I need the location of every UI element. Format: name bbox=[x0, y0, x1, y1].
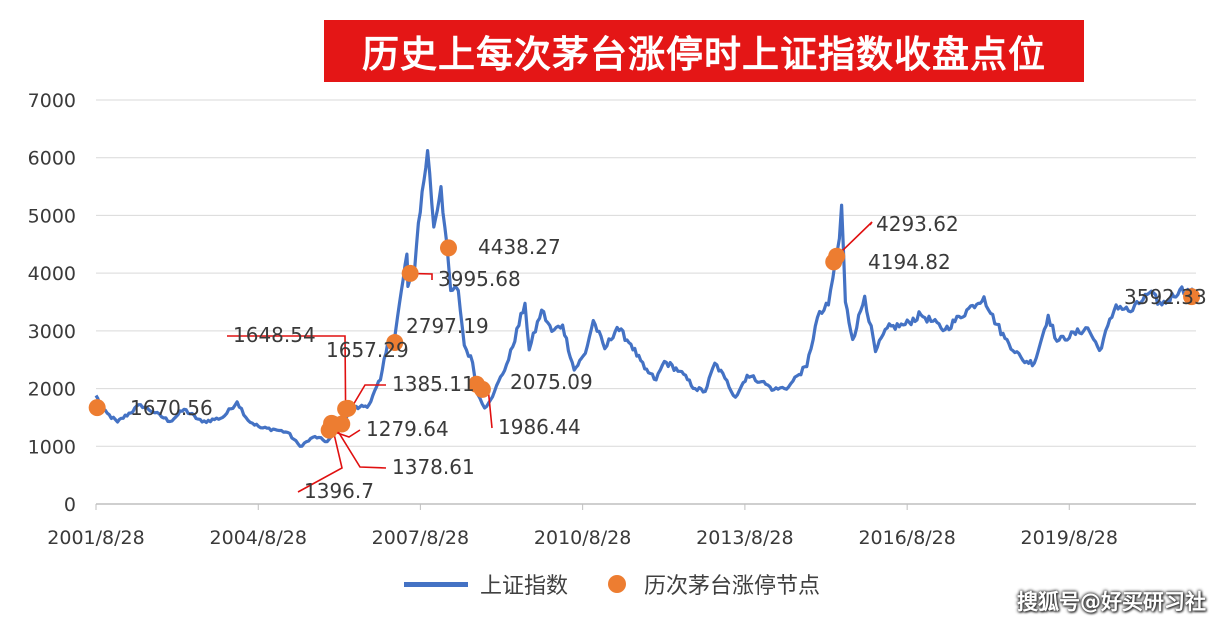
scatter-point-maotai-limit-up bbox=[88, 399, 106, 417]
x-tick-label: 2004/8/28 bbox=[210, 527, 307, 549]
watermark-text: 搜狐号@好买研习社 bbox=[1017, 590, 1206, 614]
x-tick-label: 2013/8/28 bbox=[696, 527, 793, 549]
data-label: 4438.27 bbox=[478, 235, 561, 259]
scatter-point-maotai-limit-up bbox=[828, 247, 846, 265]
data-label-leader bbox=[297, 423, 343, 493]
data-label-leader bbox=[227, 335, 347, 409]
legend-line-label: 上证指数 bbox=[480, 574, 569, 599]
data-label: 1670.56 bbox=[130, 396, 213, 420]
x-tick-label: 2016/8/28 bbox=[858, 527, 955, 549]
scatter-point-maotai-limit-up bbox=[386, 334, 404, 352]
data-label: 1986.44 bbox=[498, 415, 581, 439]
data-label: 1657.29 bbox=[326, 338, 409, 362]
scatter-point-maotai-limit-up bbox=[339, 399, 357, 417]
data-label-leader bbox=[836, 221, 873, 257]
data-label: 4293.62 bbox=[876, 212, 959, 236]
y-tick-label: 4000 bbox=[28, 263, 76, 285]
data-label: 1279.64 bbox=[366, 417, 449, 441]
legend-dot-swatch bbox=[608, 575, 627, 593]
data-label-leader bbox=[333, 424, 387, 469]
scatter-point-maotai-limit-up bbox=[333, 415, 351, 433]
data-label: 1378.61 bbox=[392, 455, 475, 479]
chart-legend: 上证指数 历次茅台涨停节点 bbox=[404, 566, 820, 602]
y-tick-label: 1000 bbox=[28, 436, 76, 458]
data-label: 1648.54 bbox=[233, 323, 316, 347]
y-tick-label: 6000 bbox=[28, 148, 76, 170]
data-label: 1396.7 bbox=[304, 479, 374, 503]
scatter-point-maotai-limit-up bbox=[1183, 288, 1201, 306]
x-tick-label: 2001/8/28 bbox=[47, 527, 144, 549]
data-label: 3995.68 bbox=[438, 267, 521, 291]
x-tick-label: 2019/8/28 bbox=[1021, 527, 1118, 549]
data-label: 4194.82 bbox=[868, 250, 951, 274]
y-tick-label: 5000 bbox=[28, 205, 76, 227]
legend-dot-label: 历次茅台涨停节点 bbox=[644, 574, 821, 599]
y-tick-label: 3000 bbox=[28, 321, 76, 343]
y-tick-label: 0 bbox=[64, 494, 76, 516]
data-label: 2797.19 bbox=[406, 314, 489, 338]
data-label: 2075.09 bbox=[510, 370, 593, 394]
scatter-point-maotai-limit-up bbox=[473, 380, 491, 398]
x-tick-label: 2007/8/28 bbox=[372, 527, 469, 549]
data-label: 3592.33 bbox=[1124, 285, 1207, 309]
scatter-point-maotai-limit-up bbox=[440, 239, 458, 257]
chart-title: 历史上每次茅台涨停时上证指数收盘点位 bbox=[362, 32, 1046, 76]
scatter-point-maotai-limit-up bbox=[401, 264, 419, 282]
x-tick-label: 2010/8/28 bbox=[534, 527, 631, 549]
chart-title-banner: 历史上每次茅台涨停时上证指数收盘点位 bbox=[324, 20, 1084, 82]
series-line-shanghai-index bbox=[94, 149, 1198, 448]
y-tick-label: 7000 bbox=[28, 90, 76, 112]
data-label: 1385.11 bbox=[392, 372, 475, 396]
legend-line-swatch bbox=[404, 581, 468, 587]
y-tick-label: 2000 bbox=[28, 379, 76, 401]
